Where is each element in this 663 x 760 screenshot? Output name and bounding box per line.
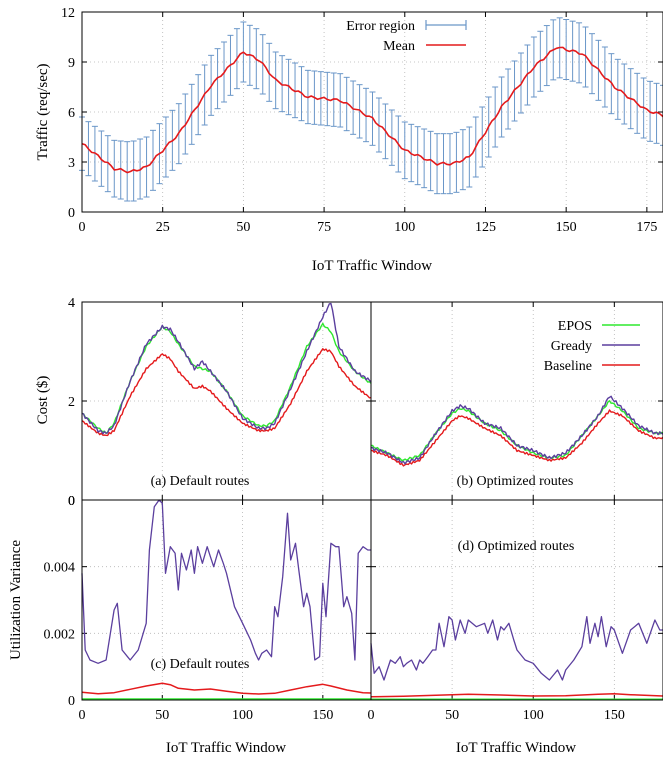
var-c-yticklabel: 0.004 — [44, 561, 76, 576]
traffic-frame — [81, 11, 663, 213]
legend-gready-label: Gready — [551, 339, 592, 354]
traffic-xticklabel: 0 — [79, 220, 86, 235]
cost-a-yticklabel: 0 — [68, 494, 75, 509]
legend-baseline-label: Baseline — [544, 359, 592, 374]
var-d-xticklabel: 50 — [445, 708, 459, 723]
var-d-xticklabel: 0 — [368, 708, 375, 723]
cost-legend-swatches — [602, 324, 640, 366]
var-d-baseline-line — [370, 692, 663, 698]
panel-a-annotation: (a) Default routes — [151, 474, 250, 489]
legend-error-label: Error region — [346, 19, 415, 34]
cost-a-epos-line — [81, 322, 372, 435]
var-d-xticklabel: 150 — [604, 708, 625, 723]
variance-d-xlabel: IoT Traffic Window — [456, 740, 576, 756]
var-d-gready-line — [370, 616, 663, 681]
traffic-yticklabel: 9 — [68, 56, 75, 71]
cost-b-gready-line — [370, 395, 663, 465]
var-d-frame — [370, 499, 663, 701]
legend-mean-label: Mean — [383, 39, 415, 54]
variance-ylabel: Utilization Variance — [8, 540, 24, 660]
traffic-xlabel: IoT Traffic Window — [312, 258, 432, 274]
traffic-xticklabel: 125 — [475, 220, 496, 235]
traffic-xticklabel: 100 — [394, 220, 415, 235]
legend-error-swatch — [425, 20, 467, 30]
cost-ylabel: Cost ($) — [35, 376, 51, 425]
traffic-ylabel: Traffic (req/sec) — [35, 63, 51, 160]
panel-d-annotation: (d) Optimized routes — [458, 539, 575, 554]
traffic-legend: Error region Mean — [346, 19, 467, 54]
var-c-yticklabel: 0 — [68, 494, 75, 509]
panel-b-annotation: (b) Optimized routes — [457, 474, 574, 489]
cost-legend: EPOS Gready Baseline — [544, 319, 640, 374]
traffic-yticklabel: 3 — [68, 156, 75, 171]
cost-a-gready-line — [81, 302, 372, 435]
cost-a-yticklabel: 4 — [68, 296, 75, 311]
traffic-xticklabel: 175 — [636, 220, 657, 235]
var-c-xticklabel: 0 — [79, 708, 86, 723]
var-d-xticklabel: 100 — [523, 708, 544, 723]
var-c-gready-line — [81, 499, 371, 664]
cost-b-baseline-line — [370, 409, 663, 467]
legend-epos-label: EPOS — [558, 319, 592, 334]
cost-b-epos-line — [370, 400, 663, 462]
traffic-xticklabel: 25 — [156, 220, 170, 235]
plot-area: 0 25 50 75 100 125 150 175 0 3 6 9 12 0 2 4 0 50 100 150 0 0.… — [44, 6, 663, 723]
traffic-yticklabel: 12 — [61, 6, 75, 21]
var-c-baseline-line — [81, 682, 372, 695]
variance-c-xlabel: IoT Traffic Window — [166, 740, 286, 756]
traffic-yticklabel: 6 — [68, 106, 75, 121]
mean-line — [81, 46, 663, 174]
traffic-yticklabel: 0 — [68, 206, 75, 221]
cost-a-baseline-line — [81, 348, 372, 437]
panel-c-annotation: (c) Default routes — [151, 657, 250, 672]
var-c-xticklabel: 100 — [232, 708, 253, 723]
cost-a-yticklabel: 2 — [68, 395, 75, 410]
traffic-xticklabel: 150 — [556, 220, 577, 235]
var-c-yticklabel: 0 — [68, 694, 75, 709]
var-c-xticklabel: 50 — [155, 708, 169, 723]
traffic-xticklabel: 75 — [317, 220, 331, 235]
traffic-xticklabel: 50 — [236, 220, 250, 235]
var-c-yticklabel: 0.002 — [44, 627, 76, 642]
var-c-xticklabel: 150 — [312, 708, 333, 723]
